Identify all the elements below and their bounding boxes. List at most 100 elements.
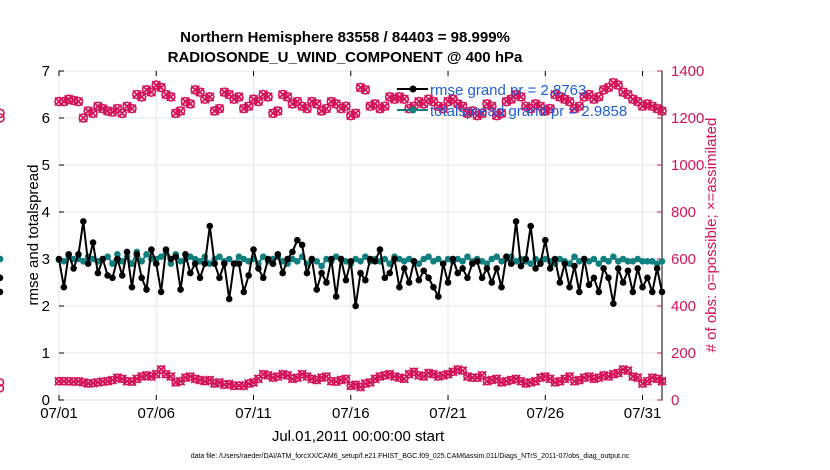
obs-possible-point (93, 101, 103, 112)
rmse-point (216, 274, 223, 282)
x-tick-label: 07/21 (429, 405, 467, 422)
rmse-point (362, 276, 369, 284)
rmse-point (240, 288, 248, 296)
obs-possible-point (263, 92, 273, 102)
obs-assimilated-overlay-mark (341, 101, 351, 111)
obs-assimilated-overlay-mark (161, 89, 171, 100)
obs-assimilated-overlay-mark (107, 107, 118, 117)
obs-possible-point (550, 89, 560, 100)
obs-assimilated-overlay-mark (423, 94, 434, 104)
totalspread-point (435, 255, 442, 263)
obs-assimilated-overlay-mark (219, 87, 229, 97)
y-left-tick-label: 6 (42, 110, 50, 127)
obs-possible-point (311, 99, 322, 109)
obs-assimilated-overlay-mark (385, 92, 395, 102)
y-axis-left-label: rmse and totalspread (25, 165, 42, 306)
obs-low-point (399, 374, 409, 384)
totalspread-point (639, 258, 646, 265)
obs-low-assimilated-mark (409, 367, 419, 377)
obs-low-assimilated-mark (472, 373, 482, 383)
rmse-point (65, 251, 73, 258)
totalspread-point (318, 262, 325, 270)
obs-low-assimilated-mark (540, 371, 550, 382)
rmse-point (337, 255, 345, 263)
totalspread-point (483, 260, 491, 268)
rmse-point (410, 258, 418, 265)
obs-possible-point (156, 82, 166, 93)
obs-low-assimilated-mark (224, 379, 234, 389)
rmse-point (128, 283, 136, 291)
rmse-point (600, 265, 607, 272)
obs-low-point (322, 372, 331, 381)
rmse-point (94, 269, 102, 277)
obs-possible-point (496, 108, 507, 119)
obs-assimilated-overlay-mark (83, 106, 93, 116)
totalspread-point (381, 255, 389, 263)
obs-possible-point (238, 103, 249, 114)
obs-possible-point (214, 103, 225, 114)
obs-possible-point (195, 87, 205, 97)
rmse-point (332, 293, 340, 300)
totalspread-point (138, 258, 145, 265)
obs-possible-point (204, 92, 215, 102)
obs-assimilated-overlay-mark (200, 94, 210, 104)
y-right-tick-label: 800 (671, 204, 696, 221)
rmse-point (352, 302, 359, 310)
obs-assimilated-overlay-mark (166, 92, 176, 102)
obs-possible-point (443, 96, 453, 107)
obs-assimilated-overlay-mark (647, 101, 657, 111)
obs-low-point (657, 376, 667, 386)
obs-possible-point (287, 99, 298, 109)
rmse-point (84, 260, 92, 268)
obs-possible-point (273, 106, 283, 116)
y-left-tick-label: 5 (42, 157, 50, 174)
obs-possible-point (375, 103, 385, 114)
obs-low-assimilated-mark (107, 375, 118, 385)
rmse-point (60, 283, 68, 291)
obs-possible-point (170, 108, 181, 119)
rmse-point (284, 255, 291, 263)
rmse-point (512, 218, 520, 225)
x-tick-label: 07/11 (235, 405, 271, 422)
rmse-point (70, 265, 77, 272)
rmse-point (225, 295, 233, 303)
rmse-point (483, 265, 491, 272)
y-right-tick-label: 200 (671, 345, 696, 362)
rmse-point (347, 258, 355, 265)
obs-possible-point (243, 101, 254, 112)
grid-lines (58, 70, 662, 401)
obs-assimilated-overlay-mark (171, 108, 181, 118)
rmse-point (148, 246, 155, 253)
obs-low-point (458, 366, 467, 375)
rmse-point (293, 236, 301, 244)
rmse-point (493, 265, 500, 272)
obs-low-assimilated-mark (302, 371, 312, 382)
obs-low-point (166, 372, 176, 381)
obs-possible-point (521, 101, 531, 112)
obs-low-point (623, 366, 633, 375)
obs-assimilated-overlay-mark (574, 101, 584, 111)
series-totalspread (0, 248, 666, 270)
obs-low-assimilated-mark (428, 369, 439, 379)
rmse-point (619, 279, 627, 286)
obs-low-assimilated-mark (404, 369, 414, 379)
obs-possible-point (380, 101, 390, 112)
obs-assimilated-overlay-mark (151, 80, 161, 90)
obs-low-assimilated-mark (312, 375, 322, 385)
obs-assimilated-overlay-mark (618, 87, 628, 97)
obs-possible-point (613, 80, 624, 90)
legend: rmse grand pr = 2.8763 totalspread grand… (397, 82, 627, 120)
obs-possible-point (88, 108, 98, 119)
rmse-point (454, 269, 462, 277)
obs-assimilated-overlay-mark (496, 108, 507, 118)
rmse-point (590, 274, 598, 282)
rmse-point (527, 222, 535, 230)
rmse-point (157, 288, 165, 296)
obs-assimilated-overlay-mark (628, 94, 638, 104)
totalspread-point (624, 258, 632, 265)
obs-assimilated-overlay-mark (273, 106, 283, 116)
obs-low-assimilated-mark (419, 371, 429, 382)
rmse-point (245, 272, 252, 279)
obs-possible-point (540, 106, 551, 116)
obs-possible-point (253, 96, 264, 107)
